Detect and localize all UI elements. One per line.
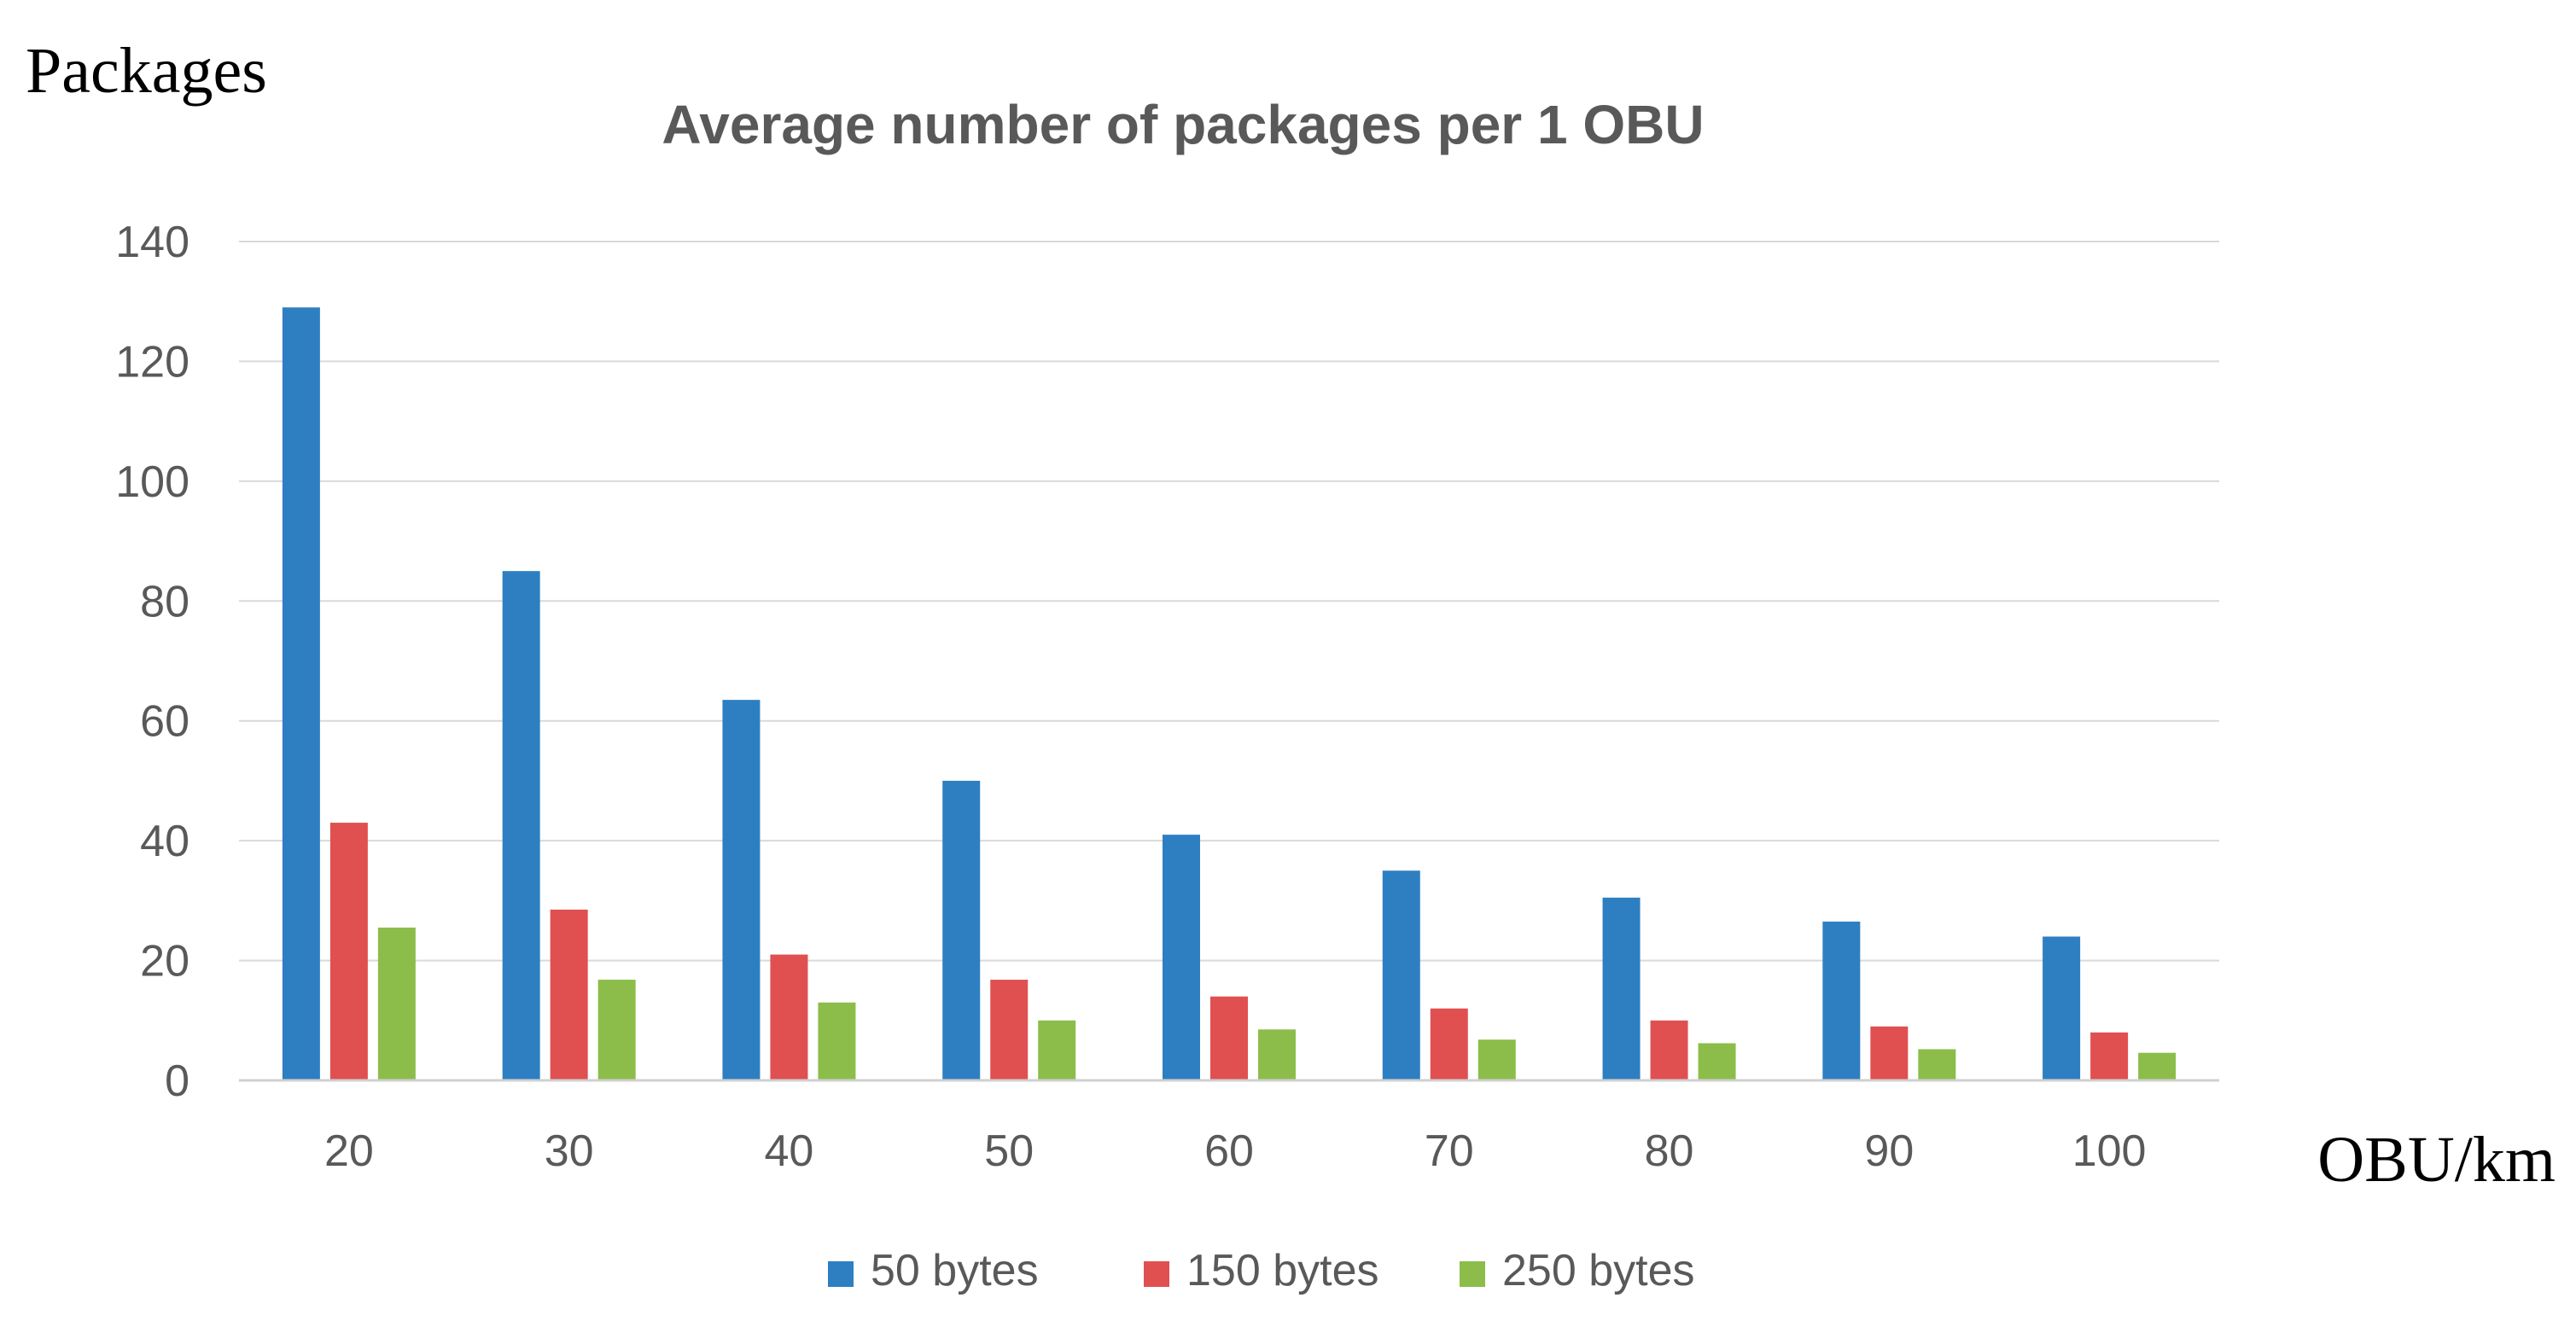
y-tick-label: 0 [165, 1056, 189, 1106]
bar-150-bytes-50 [990, 980, 1029, 1080]
x-tick-label: 60 [1204, 1126, 1254, 1176]
x-tick-label: 50 [984, 1126, 1034, 1176]
bar-150-bytes-90 [1870, 1026, 1909, 1080]
x-tick-label: 40 [765, 1126, 814, 1176]
bar-250-bytes-100 [2138, 1052, 2177, 1080]
y-tick-label: 20 [140, 937, 189, 987]
y-axis-label: Packages [26, 35, 267, 107]
bar-50-bytes-70 [1382, 870, 1420, 1080]
legend-swatch [1460, 1261, 1485, 1287]
bar-250-bytes-90 [1918, 1049, 1956, 1080]
bar-150-bytes-100 [2090, 1032, 2129, 1080]
bar-50-bytes-50 [942, 780, 981, 1080]
bar-250-bytes-50 [1038, 1020, 1076, 1080]
bar-250-bytes-70 [1477, 1039, 1516, 1080]
bar-150-bytes-40 [770, 954, 808, 1080]
y-tick-label: 100 [115, 457, 189, 507]
y-tick-label: 60 [140, 697, 189, 747]
legend-swatch [828, 1261, 854, 1287]
x-tick-label: 30 [545, 1126, 594, 1176]
bar-50-bytes-20 [282, 307, 320, 1080]
x-tick-label: 100 [2072, 1126, 2147, 1176]
bar-150-bytes-60 [1210, 996, 1248, 1080]
x-tick-label: 20 [324, 1126, 374, 1176]
x-axis-label: OBU/km [2317, 1124, 2556, 1196]
legend-label: 150 bytes [1186, 1246, 1379, 1295]
bar-250-bytes-60 [1258, 1029, 1296, 1080]
chart-title: Average number of packages per 1 OBU [661, 94, 1704, 155]
bar-150-bytes-70 [1430, 1008, 1468, 1080]
bar-50-bytes-90 [1822, 921, 1861, 1080]
x-tick-label: 70 [1425, 1126, 1474, 1176]
gridlines [239, 241, 2219, 962]
x-axis-ticks: 20 30 40 50 60 70 80 90 100 [324, 1126, 2147, 1176]
legend-label: 250 bytes [1502, 1246, 1695, 1295]
bar-250-bytes-20 [377, 927, 416, 1080]
bar-50-bytes-80 [1602, 897, 1641, 1080]
y-tick-label: 120 [115, 337, 189, 387]
y-tick-label: 140 [115, 218, 189, 267]
y-tick-label: 40 [140, 817, 189, 866]
bar-250-bytes-80 [1698, 1043, 1736, 1080]
y-axis-ticks: 0 20 40 60 80 100 120 140 [115, 218, 189, 1106]
legend-label: 50 bytes [871, 1246, 1039, 1295]
x-tick-label: 90 [1864, 1126, 1914, 1176]
y-tick-label: 80 [140, 577, 189, 626]
bar-50-bytes-60 [1163, 835, 1200, 1080]
bar-50-bytes-30 [502, 571, 540, 1080]
legend: 50 bytes 150 bytes 250 bytes [828, 1246, 1695, 1295]
bar-150-bytes-20 [329, 823, 368, 1080]
bar-50-bytes-100 [2043, 936, 2081, 1080]
bars [282, 307, 2177, 1080]
bar-150-bytes-30 [550, 909, 588, 1080]
legend-swatch [1144, 1261, 1169, 1287]
bar-50-bytes-40 [722, 700, 761, 1080]
bar-150-bytes-80 [1650, 1020, 1688, 1080]
bar-250-bytes-40 [818, 1002, 856, 1080]
x-tick-label: 80 [1645, 1126, 1694, 1176]
bar-250-bytes-30 [597, 980, 636, 1080]
